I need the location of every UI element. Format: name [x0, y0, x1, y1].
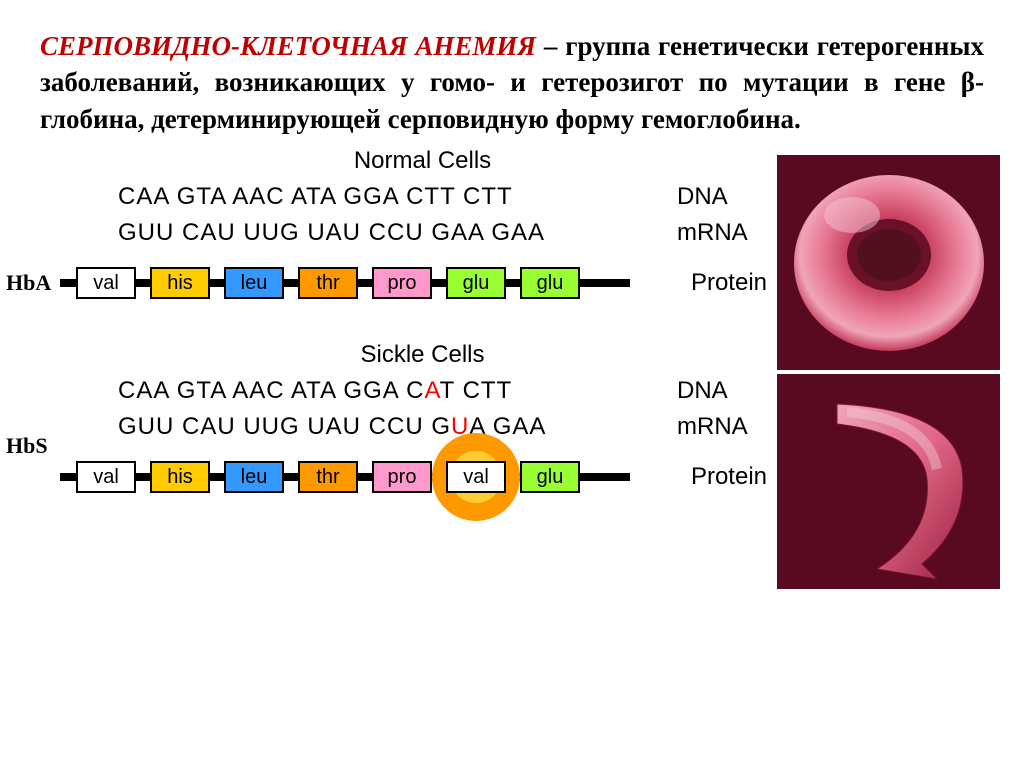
sickle-mrna-row: GUU CAU UUG UAU CCU GUA GAA mRNA [8, 413, 777, 441]
aa-box-pro: pro [372, 461, 432, 493]
normal-block: Normal Cells CAA GTA AAC ATA GGA CTT CTT… [8, 147, 777, 311]
normal-mrna: GUU CAU UUG UAU CCU GAA GAA [8, 219, 677, 247]
aa-box-thr: thr [298, 267, 358, 299]
aa-box-glu: glu [520, 267, 580, 299]
dna-label: DNA [677, 377, 777, 405]
aa-box-val: val [446, 461, 506, 493]
sequences-column: Normal Cells CAA GTA AAC ATA GGA CTT CTT… [8, 147, 777, 589]
aa-box-leu: leu [224, 267, 284, 299]
normal-dna-row: CAA GTA AAC ATA GGA CTT CTT DNA [8, 183, 777, 211]
cells-column [777, 147, 1000, 589]
aa-box-glu: glu [520, 461, 580, 493]
aa-box-pro: pro [372, 267, 432, 299]
mrna-label: mRNA [677, 219, 777, 247]
dna-label: DNA [677, 183, 777, 211]
normal-mrna-row: GUU CAU UUG UAU CCU GAA GAA mRNA [8, 219, 777, 247]
sickle-cell-image [777, 374, 1000, 589]
normal-cell-image [777, 155, 1000, 370]
hbs-label: HbS [6, 433, 48, 459]
title: СЕРПОВИДНО-КЛЕТОЧНАЯ АНЕМИЯ [40, 31, 536, 61]
protein-label: Protein [691, 269, 767, 297]
aa-box-val: val [76, 267, 136, 299]
aa-box-thr: thr [298, 461, 358, 493]
aa-box-leu: leu [224, 461, 284, 493]
normal-protein-row: HbA valhisleuthrprogluglu Protein [8, 255, 777, 311]
sickle-protein-row: HbS valhisleuthrprovalglu Protein [8, 449, 777, 505]
dna-mutation: A [424, 377, 439, 404]
normal-dna: CAA GTA AAC ATA GGA CTT CTT [8, 183, 677, 211]
protein-label: Protein [691, 463, 767, 491]
content-row: Normal Cells CAA GTA AAC ATA GGA CTT CTT… [0, 147, 1024, 589]
header-definition: СЕРПОВИДНО-КЛЕТОЧНАЯ АНЕМИЯ – группа ген… [0, 0, 1024, 147]
aa-box-his: his [150, 461, 210, 493]
sickle-dna-row: CAA GTA AAC ATA GGA CAT CTT DNA [8, 377, 777, 405]
sickle-dna: CAA GTA AAC ATA GGA CAT CTT [8, 377, 677, 405]
sickle-block: Sickle Cells CAA GTA AAC ATA GGA CAT CTT… [8, 341, 777, 505]
sickle-chain: valhisleuthrprovalglu [76, 455, 594, 499]
sickle-title: Sickle Cells [8, 341, 777, 369]
aa-box-his: his [150, 267, 210, 299]
aa-box-glu: glu [446, 267, 506, 299]
normal-title: Normal Cells [8, 147, 777, 175]
sickle-mrna: GUU CAU UUG UAU CCU GUA GAA [8, 413, 677, 441]
mrna-label: mRNA [677, 413, 777, 441]
hba-label: HbA [6, 270, 51, 296]
normal-chain: valhisleuthrprogluglu [76, 261, 594, 305]
aa-box-val: val [76, 461, 136, 493]
